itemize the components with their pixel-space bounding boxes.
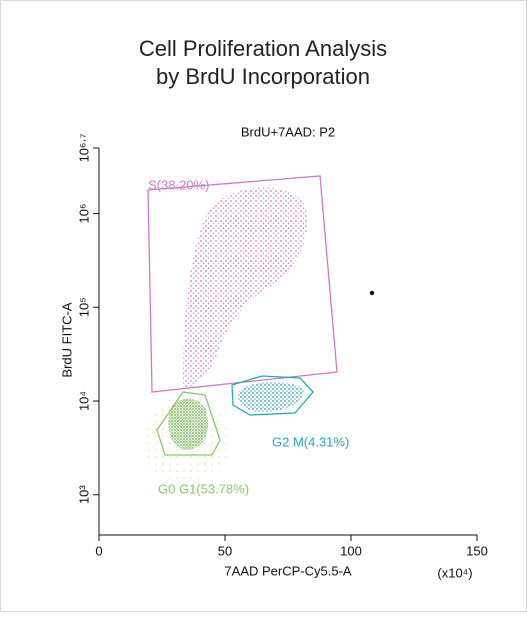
gate-label: S(38.20%) [148, 177, 209, 192]
x-axis-label: 7AAD PerCP-Cy5.5-A [224, 563, 351, 578]
gate-label: G2 M(4.31%) [272, 434, 349, 449]
x-tick-label: 100 [340, 543, 362, 558]
y-axis-label: BrdU FITC-A [59, 302, 74, 377]
gate-label: G0 G1(53.78%) [158, 481, 249, 496]
x-axis-unit: (x10⁴) [437, 565, 472, 580]
y-tick-label: 10⁶·⁷ [76, 133, 91, 162]
y-tick-label: 10⁴ [76, 391, 91, 411]
g0g1-cloud [168, 398, 209, 450]
x-tick-label: 50 [218, 543, 232, 558]
chart-subtitle: by BrdU Incorporation [156, 64, 370, 89]
chart-title: Cell Proliferation Analysis [139, 36, 387, 61]
s-gate [147, 175, 338, 393]
g0g1-gate [156, 391, 221, 456]
g2m-gate [231, 375, 314, 416]
outlier-event [369, 290, 375, 296]
y-tick-label: 10⁶ [76, 204, 91, 224]
s-phase-cloud [183, 187, 307, 388]
x-tick-label: 0 [95, 543, 102, 558]
y-tick-label: 10⁵ [76, 297, 91, 317]
y-tick-label: 10³ [76, 485, 91, 504]
g2m-cloud [237, 381, 305, 412]
x-tick-label: 150 [466, 543, 488, 558]
plot-title: BrdU+7AAD: P2 [241, 124, 335, 139]
